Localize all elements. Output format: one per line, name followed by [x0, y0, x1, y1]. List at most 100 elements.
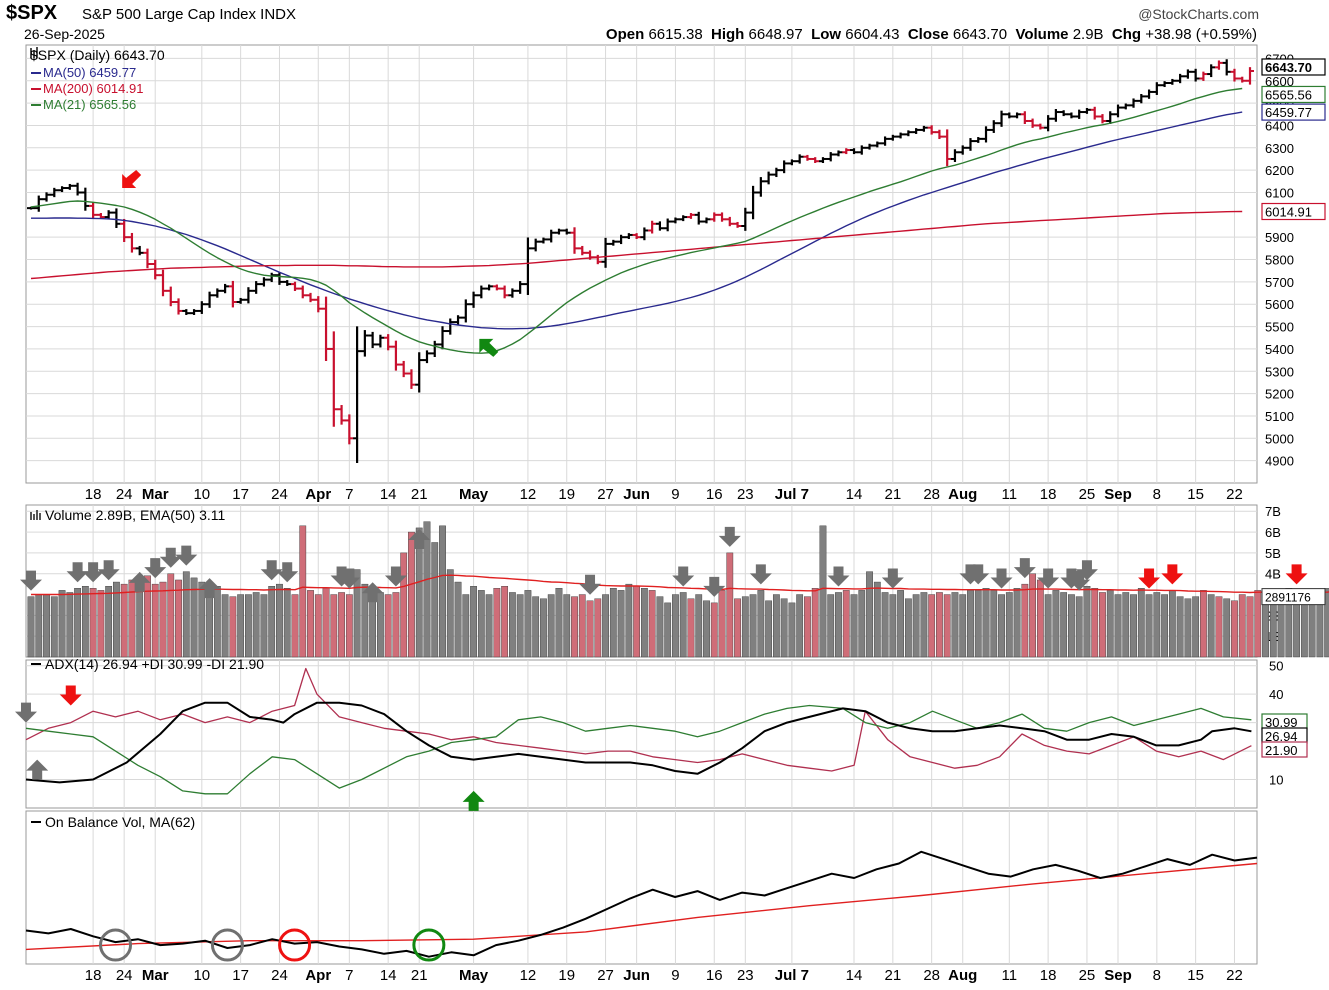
volume-bar [105, 586, 113, 658]
chart-date: 26-Sep-2025 [24, 26, 105, 42]
price-tick-label: 6100 [1265, 185, 1294, 200]
volume-bar [951, 592, 959, 658]
price-value-label: 6014.91 [1265, 205, 1312, 220]
adx-line [25, 667, 1252, 772]
volume-bar [835, 592, 842, 658]
gray-volume-arrow-icon [1068, 570, 1091, 591]
volume-bar [625, 583, 633, 658]
x-tick-label: 16 [706, 486, 723, 503]
price-tick-label: 5500 [1265, 320, 1294, 335]
x-tick-label: 14 [380, 486, 397, 503]
volume-bar [1184, 598, 1192, 658]
volume-bar [485, 594, 493, 658]
price-bar [912, 128, 921, 134]
price-bar [617, 234, 626, 245]
price-bar [896, 132, 905, 139]
price-tick-label: 5900 [1265, 230, 1294, 245]
volume-bar [159, 581, 167, 658]
price-tick-label: 5400 [1265, 342, 1294, 357]
volume-bar [532, 596, 540, 658]
price-bar [974, 137, 983, 143]
x-tick-label: Aug [948, 967, 977, 984]
ma-legend-label: MA(50) 6459.77 [43, 65, 136, 80]
price-bar [1044, 115, 1053, 132]
volume-bar [563, 594, 571, 658]
volume-bar [1168, 590, 1176, 658]
volume-bar [182, 571, 190, 658]
volume-bar [928, 594, 936, 658]
price-bar [1191, 68, 1200, 82]
x-tick-label: 14 [380, 967, 397, 984]
red-circle-marker [278, 928, 312, 962]
volume-bar [446, 569, 454, 658]
gray-adx-arrow-icon [15, 702, 37, 723]
gray-volume-arrow-icon [128, 571, 151, 592]
volume-bar [221, 594, 229, 658]
price-bar [1028, 118, 1037, 128]
volume-bar [555, 588, 563, 658]
gray-volume-arrow-icon [198, 578, 221, 599]
volume-bar [1192, 596, 1200, 658]
price-bar [197, 301, 206, 314]
volume-bar [66, 592, 74, 658]
price-bar [477, 285, 486, 299]
x-tick-label: 14 [846, 967, 863, 984]
price-bar [570, 227, 579, 254]
price-bar [539, 237, 548, 244]
price-value-box [1261, 103, 1326, 121]
gray-volume-arrow-icon [579, 574, 602, 595]
volume-bar [213, 586, 221, 658]
price-bar [958, 145, 967, 155]
volume-bar [260, 594, 268, 658]
volume-bar [1176, 596, 1184, 658]
price-bar [756, 177, 765, 197]
price-bar [741, 207, 750, 231]
volume-bar [338, 592, 345, 658]
x-tick-label: Mar [142, 486, 169, 503]
volume-bar [1231, 600, 1238, 658]
x-tick-label: Jun [623, 967, 650, 984]
open-label: Open [605, 26, 645, 43]
x-tick-label: Aug [948, 486, 977, 503]
price-tick-label: 5300 [1265, 364, 1294, 379]
price-legend-title: $SPX (Daily) 6643.70 [30, 47, 165, 63]
volume-bar [361, 583, 369, 658]
volume-bar [578, 594, 586, 658]
volume-bar [377, 592, 384, 658]
volume-bar [384, 594, 392, 658]
price-value-box [1261, 202, 1326, 221]
price-bar [407, 369, 416, 389]
ma-legend-label: MA(200) 6014.91 [43, 81, 143, 96]
price-bar [888, 134, 897, 141]
price-bar [710, 212, 719, 222]
x-tick-label: Mar [142, 967, 169, 984]
x-tick-label: 19 [558, 967, 575, 984]
x-tick-label: Jul 7 [775, 967, 809, 984]
price-value-label: 6643.70 [1265, 60, 1312, 75]
volume-bar [827, 594, 835, 658]
volume-bar [1130, 594, 1137, 658]
volume-bar [881, 592, 889, 658]
price-bar [461, 299, 470, 323]
x-tick-label: Jun [623, 486, 650, 503]
x-tick-label: 14 [846, 486, 863, 503]
x-tick-label: 18 [1040, 486, 1057, 503]
change-label: Chg [1111, 26, 1142, 43]
volume-bar [1215, 596, 1223, 658]
volume-bar [1254, 590, 1262, 658]
volume-bar [990, 590, 998, 658]
volume-bar [1114, 594, 1122, 658]
gray-volume-arrow-icon [718, 526, 741, 547]
low-value: 6604.43 [845, 26, 900, 43]
volume-bar [462, 594, 470, 658]
volume-bar [602, 594, 609, 658]
price-bar [1238, 76, 1247, 83]
symbol-description: S&P 500 Large Cap Index INDX [82, 6, 297, 23]
gray-volume-arrow-icon [82, 562, 105, 583]
price-bar [384, 334, 393, 351]
price-bar [306, 292, 315, 303]
volume-bar [1161, 594, 1168, 658]
adx-line [25, 704, 1252, 795]
price-bar [686, 213, 695, 219]
gray-volume-arrow-icon [97, 560, 120, 581]
